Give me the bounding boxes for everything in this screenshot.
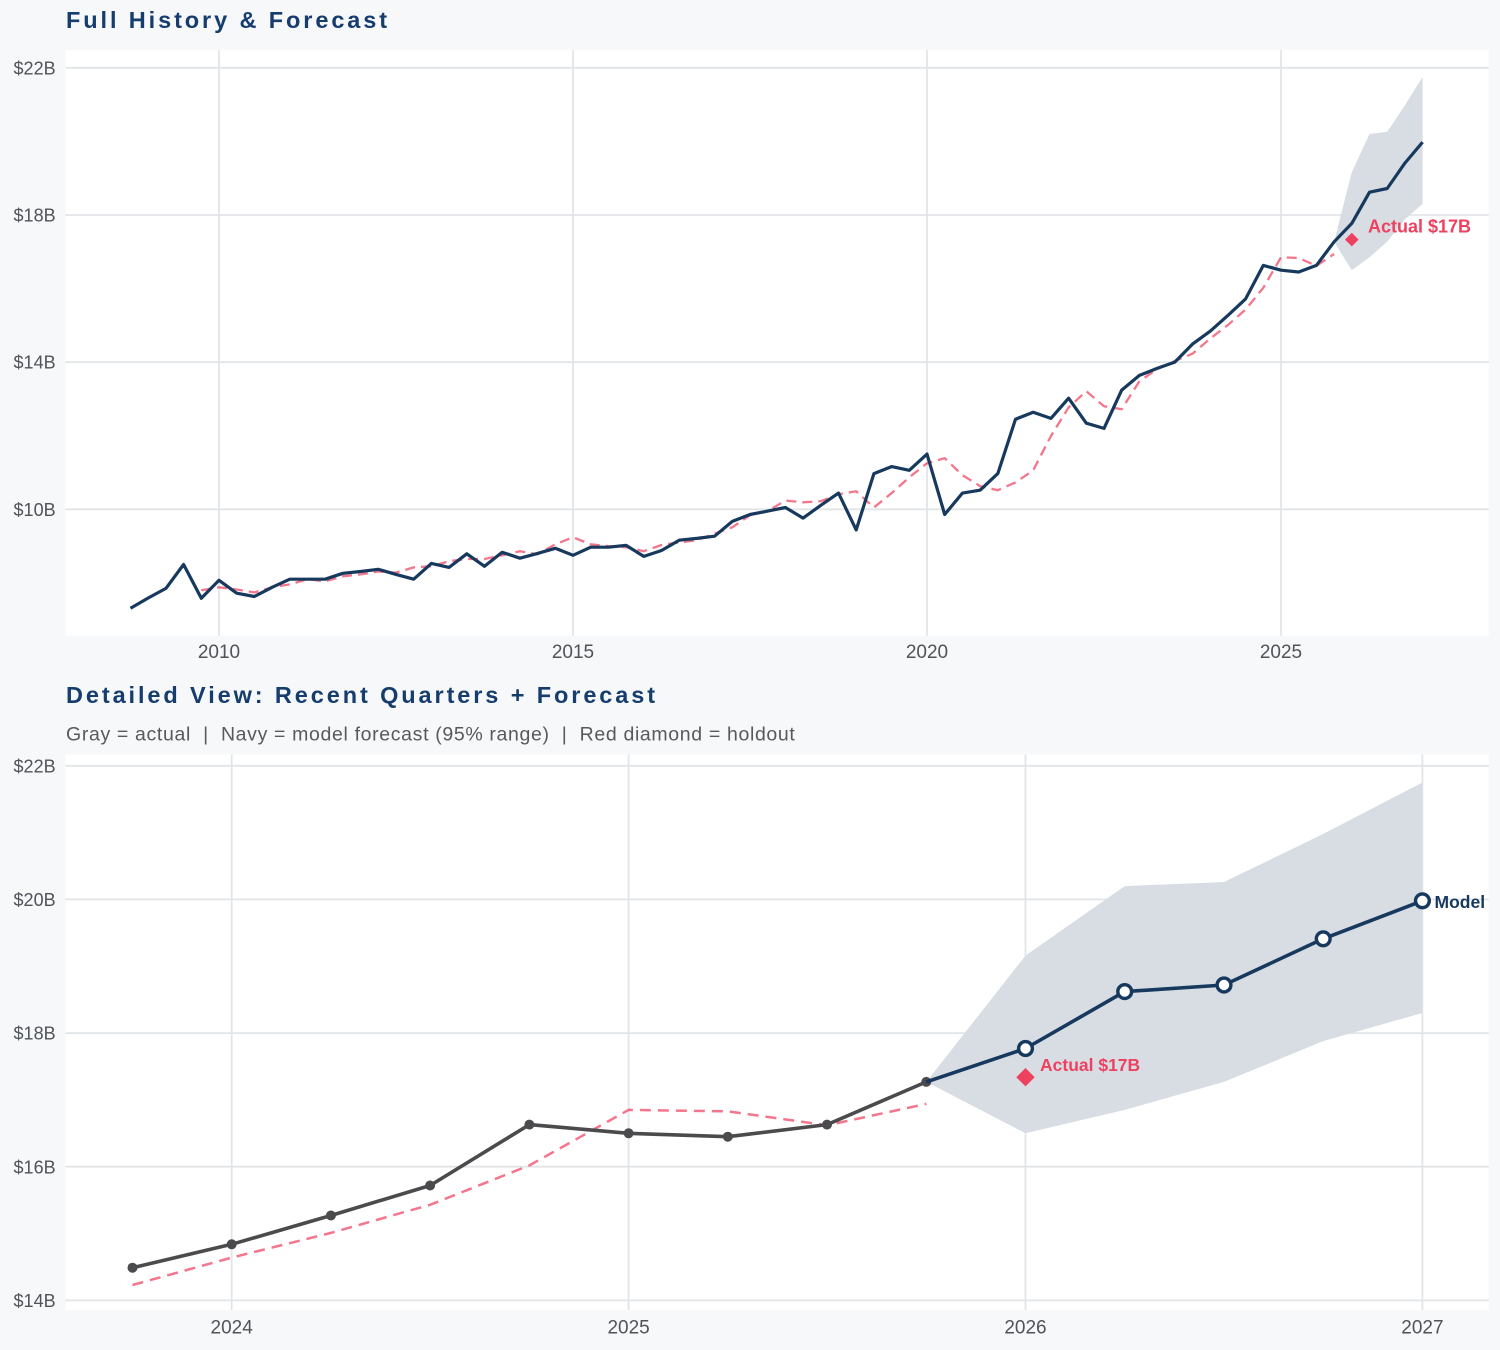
- svg-text:$18B: $18B: [14, 1024, 56, 1044]
- svg-text:2015: 2015: [552, 642, 594, 663]
- svg-text:Full History & Forecast: Full History & Forecast: [66, 7, 390, 33]
- svg-text:Actual $17B: Actual $17B: [1368, 217, 1471, 237]
- svg-text:2027: 2027: [1401, 1318, 1443, 1339]
- svg-text:$18B: $18B: [14, 206, 56, 226]
- svg-text:Actual $17B: Actual $17B: [1040, 1055, 1140, 1075]
- svg-text:$10B: $10B: [14, 500, 56, 520]
- svg-text:$22B: $22B: [14, 756, 56, 776]
- svg-text:$14B: $14B: [14, 1291, 56, 1311]
- svg-text:Gray = actual | Navy = model: Gray = actual | Navy = model forecast (9…: [66, 724, 796, 746]
- svg-text:2010: 2010: [198, 642, 240, 663]
- svg-text:2020: 2020: [906, 642, 948, 663]
- svg-text:$14B: $14B: [14, 353, 56, 373]
- svg-text:$16B: $16B: [14, 1157, 56, 1177]
- svg-text:$20B: $20B: [14, 890, 56, 910]
- svg-text:2024: 2024: [211, 1318, 254, 1339]
- svg-text:2026: 2026: [1004, 1318, 1046, 1339]
- svg-text:Model: Model: [1435, 892, 1486, 912]
- svg-text:$22B: $22B: [14, 58, 56, 78]
- svg-text:2025: 2025: [607, 1318, 649, 1339]
- svg-text:2025: 2025: [1260, 642, 1302, 663]
- svg-text:Detailed View: Recent Quarters: Detailed View: Recent Quarters + Forecas…: [66, 682, 658, 708]
